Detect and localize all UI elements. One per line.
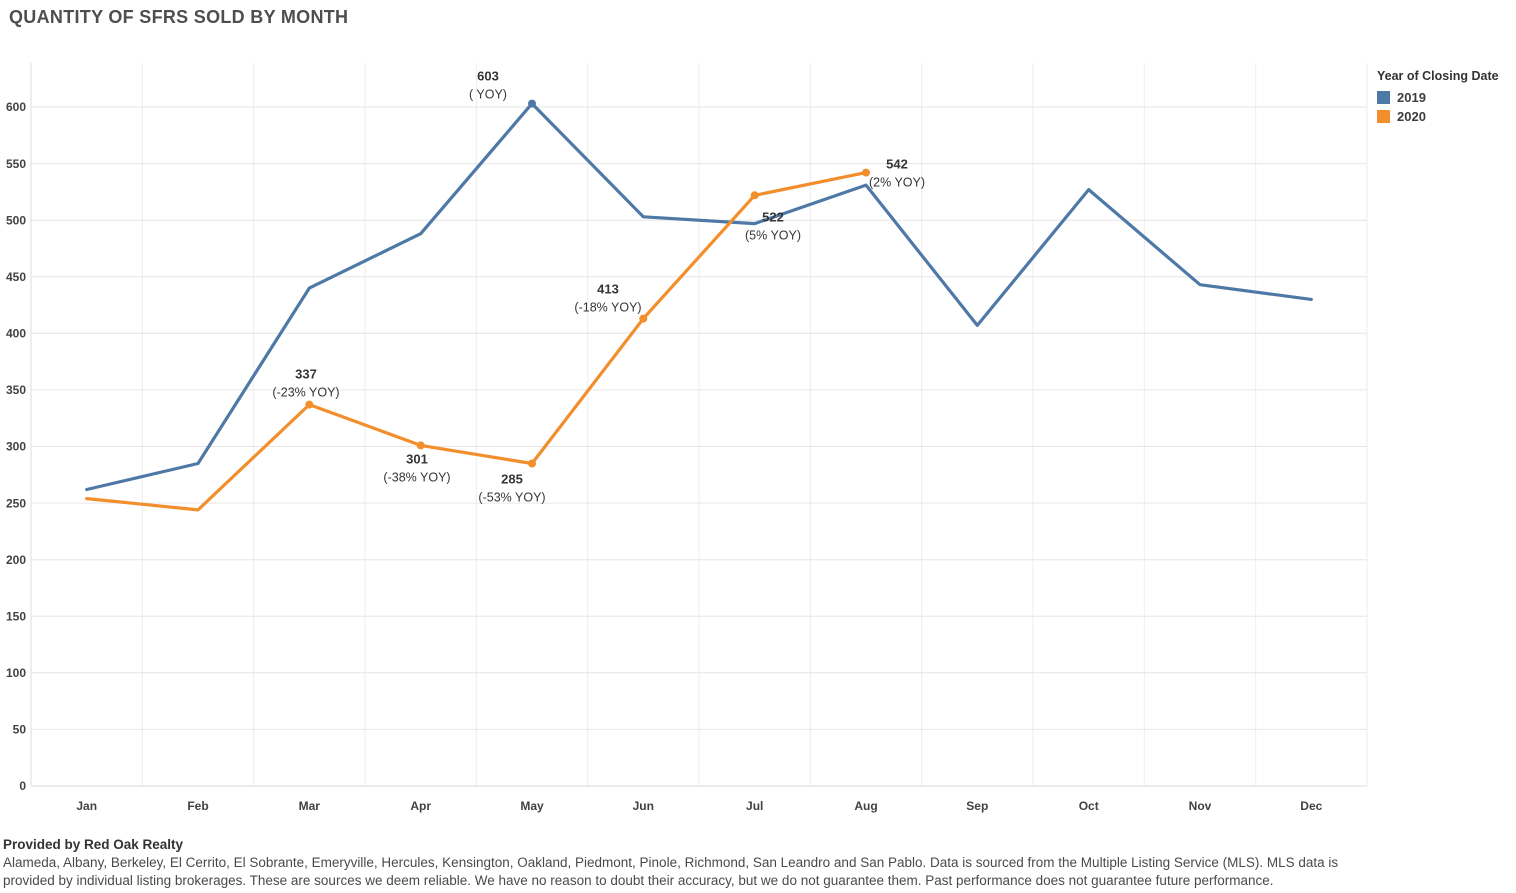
svg-text:150: 150 — [6, 609, 26, 623]
svg-text:Jul: Jul — [746, 799, 763, 813]
svg-text:301: 301 — [406, 451, 428, 466]
chart-legend: Year of Closing Date 2019 2020 — [1377, 69, 1499, 126]
legend-label: 2020 — [1397, 109, 1426, 124]
svg-text:337: 337 — [295, 366, 317, 381]
svg-text:(-18% YOY): (-18% YOY) — [574, 300, 641, 314]
svg-text:(2% YOY): (2% YOY) — [869, 175, 925, 189]
svg-text:Feb: Feb — [187, 799, 208, 813]
legend-title: Year of Closing Date — [1377, 69, 1499, 83]
footer-disclaimer-line2: provided by individual listing brokerage… — [3, 872, 1274, 888]
svg-text:Apr: Apr — [410, 799, 431, 813]
svg-text:(-53% YOY): (-53% YOY) — [478, 490, 545, 504]
legend-label: 2019 — [1397, 90, 1426, 105]
svg-text:Oct: Oct — [1079, 799, 1099, 813]
svg-text:413: 413 — [597, 281, 619, 296]
svg-text:285: 285 — [501, 471, 523, 486]
svg-text:Jun: Jun — [633, 799, 654, 813]
svg-text:400: 400 — [6, 326, 26, 340]
footer: Provided by Red Oak Realty Alameda, Alba… — [3, 836, 1508, 889]
footer-disclaimer-line1: Alameda, Albany, Berkeley, El Cerrito, E… — [3, 855, 1339, 870]
svg-text:350: 350 — [6, 383, 26, 397]
svg-text:600: 600 — [6, 100, 26, 114]
svg-text:Nov: Nov — [1189, 799, 1212, 813]
svg-text:0: 0 — [19, 779, 26, 793]
svg-text:250: 250 — [6, 496, 26, 510]
footer-provider: Provided by Red Oak Realty — [3, 837, 184, 852]
svg-text:Jan: Jan — [76, 799, 97, 813]
svg-text:( YOY): ( YOY) — [469, 87, 507, 101]
svg-text:450: 450 — [6, 270, 26, 284]
svg-text:50: 50 — [13, 723, 27, 737]
legend-item-2019[interactable]: 2019 — [1377, 88, 1499, 107]
svg-text:300: 300 — [6, 440, 26, 454]
legend-item-2020[interactable]: 2020 — [1377, 107, 1499, 126]
legend-swatch-2019-icon — [1377, 91, 1390, 104]
svg-text:(-38% YOY): (-38% YOY) — [383, 470, 450, 484]
svg-text:Sep: Sep — [966, 799, 988, 813]
svg-text:550: 550 — [6, 157, 26, 171]
svg-text:522: 522 — [762, 209, 784, 224]
svg-text:May: May — [520, 799, 544, 813]
svg-text:500: 500 — [6, 213, 26, 227]
svg-text:200: 200 — [6, 553, 26, 567]
svg-text:542: 542 — [886, 156, 908, 171]
legend-swatch-2020-icon — [1377, 110, 1390, 123]
svg-text:(5% YOY): (5% YOY) — [745, 228, 801, 242]
svg-text:100: 100 — [6, 666, 26, 680]
svg-text:603: 603 — [477, 68, 499, 83]
svg-text:Aug: Aug — [854, 799, 877, 813]
page-title: QUANTITY OF SFRS SOLD BY MONTH — [9, 7, 349, 27]
svg-text:Dec: Dec — [1300, 799, 1322, 813]
svg-text:Mar: Mar — [299, 799, 321, 813]
svg-text:(-23% YOY): (-23% YOY) — [272, 385, 339, 399]
